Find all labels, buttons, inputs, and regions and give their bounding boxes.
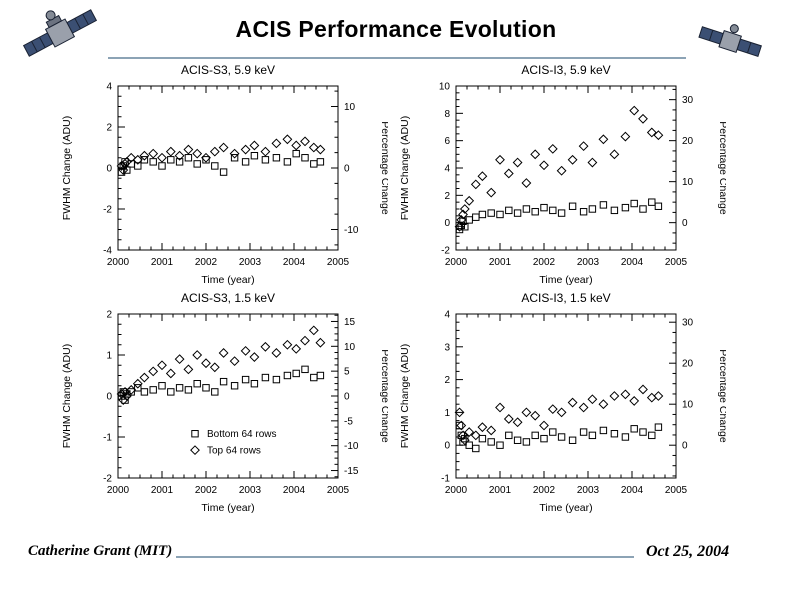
svg-text:20: 20 [682, 359, 694, 370]
svg-text:Top 64 rows: Top 64 rows [207, 446, 261, 457]
svg-text:ACIS-S3, 1.5 keV: ACIS-S3, 1.5 keV [181, 291, 275, 305]
svg-text:2: 2 [106, 310, 112, 321]
svg-text:10: 10 [344, 102, 356, 113]
chart-acis-i3-5.9kev: ACIS-I3, 5.9 keV 2000 2001 2002 2003 2004 2005… [376, 58, 729, 298]
svg-text:1: 1 [444, 408, 450, 419]
svg-text:20: 20 [682, 136, 694, 147]
svg-text:ACIS-I3, 5.9 keV: ACIS-I3, 5.9 keV [521, 63, 610, 77]
svg-text:FWHM Change (ADU): FWHM Change (ADU) [61, 116, 73, 220]
svg-text:3: 3 [444, 342, 450, 353]
satellite-icon [22, 9, 98, 57]
svg-text:0: 0 [682, 218, 688, 229]
satellite-icon [698, 24, 762, 57]
chart-acis-s3-1.5kev: ACIS-S3, 1.5 keV 2000 2001 2002 2003 2004 2005… [38, 286, 391, 526]
svg-text:-2: -2 [103, 474, 112, 485]
svg-text:2001: 2001 [151, 485, 174, 496]
satellite-icon-right [698, 16, 762, 73]
svg-text:2002: 2002 [195, 485, 218, 496]
svg-text:30: 30 [682, 95, 694, 106]
svg-text:0: 0 [444, 441, 450, 452]
svg-text:0: 0 [106, 164, 112, 175]
svg-text:2005: 2005 [665, 257, 688, 268]
svg-text:-10: -10 [344, 225, 359, 236]
svg-text:8: 8 [444, 109, 450, 120]
svg-text:2000: 2000 [445, 257, 468, 268]
svg-text:2: 2 [444, 191, 450, 202]
svg-text:ACIS-I3, 1.5 keV: ACIS-I3, 1.5 keV [521, 291, 610, 305]
svg-text:-10: -10 [344, 441, 359, 452]
svg-text:2005: 2005 [327, 485, 350, 496]
svg-text:2002: 2002 [195, 257, 218, 268]
svg-text:Time (year): Time (year) [539, 502, 592, 514]
svg-text:30: 30 [682, 318, 694, 329]
svg-text:ACIS-S3, 5.9 keV: ACIS-S3, 5.9 keV [181, 63, 275, 77]
svg-text:Time (year): Time (year) [539, 274, 592, 286]
chart-acis-i3-1.5kev: ACIS-I3, 1.5 keV 2000 2001 2002 2003 2004 2005… [376, 286, 729, 526]
svg-text:2003: 2003 [577, 485, 600, 496]
svg-text:2000: 2000 [107, 257, 130, 268]
svg-text:2005: 2005 [665, 485, 688, 496]
title-divider [108, 57, 686, 59]
svg-text:-2: -2 [441, 246, 450, 257]
footer-author: Catherine Grant (MIT) [28, 543, 173, 559]
svg-text:2004: 2004 [283, 257, 306, 268]
svg-text:Bottom 64 rows: Bottom 64 rows [207, 429, 276, 440]
svg-text:2001: 2001 [151, 257, 174, 268]
svg-text:-15: -15 [344, 466, 359, 477]
svg-text:1: 1 [106, 351, 112, 362]
svg-text:FWHM Change (ADU): FWHM Change (ADU) [399, 116, 411, 220]
svg-text:2: 2 [444, 375, 450, 386]
svg-text:2001: 2001 [489, 485, 512, 496]
svg-text:Percentage Change: Percentage Change [717, 121, 726, 215]
svg-text:10: 10 [439, 82, 451, 93]
svg-text:2000: 2000 [107, 485, 130, 496]
svg-text:Time (year): Time (year) [201, 502, 254, 514]
chart-acis-s3-5.9kev: ACIS-S3, 5.9 keV 2000 2001 2002 2003 2004 2005… [38, 58, 391, 298]
svg-text:-4: -4 [103, 246, 112, 257]
svg-text:2004: 2004 [283, 485, 306, 496]
svg-text:-2: -2 [103, 205, 112, 216]
svg-text:0: 0 [106, 392, 112, 403]
svg-text:4: 4 [444, 310, 450, 321]
svg-text:10: 10 [682, 400, 694, 411]
svg-text:0: 0 [344, 164, 350, 175]
svg-text:5: 5 [344, 367, 350, 378]
satellite-icon-left [20, 4, 100, 67]
svg-text:2002: 2002 [533, 485, 556, 496]
svg-text:2000: 2000 [445, 485, 468, 496]
svg-text:10: 10 [682, 177, 694, 188]
svg-text:-1: -1 [103, 433, 112, 444]
footer-divider [176, 556, 634, 558]
svg-text:2: 2 [106, 123, 112, 134]
svg-text:4: 4 [444, 164, 450, 175]
svg-text:0: 0 [682, 441, 688, 452]
svg-text:15: 15 [344, 317, 356, 328]
svg-text:-1: -1 [441, 474, 450, 485]
svg-text:2005: 2005 [327, 257, 350, 268]
svg-text:2003: 2003 [577, 257, 600, 268]
svg-text:Percentage Change: Percentage Change [717, 349, 726, 443]
svg-text:4: 4 [106, 82, 112, 93]
svg-text:2004: 2004 [621, 257, 644, 268]
svg-text:0: 0 [344, 392, 350, 403]
svg-text:2002: 2002 [533, 257, 556, 268]
svg-text:0: 0 [444, 218, 450, 229]
svg-text:2001: 2001 [489, 257, 512, 268]
svg-text:2003: 2003 [239, 257, 262, 268]
svg-text:FWHM Change (ADU): FWHM Change (ADU) [61, 344, 73, 448]
svg-text:6: 6 [444, 136, 450, 147]
svg-text:FWHM Change (ADU): FWHM Change (ADU) [399, 344, 411, 448]
svg-text:2003: 2003 [239, 485, 262, 496]
svg-text:10: 10 [344, 342, 356, 353]
footer-date: Oct 25, 2004 [646, 543, 730, 560]
svg-text:2004: 2004 [621, 485, 644, 496]
svg-text:-5: -5 [344, 416, 353, 427]
page-title: ACIS Performance Evolution [235, 16, 557, 42]
svg-text:Time (year): Time (year) [201, 274, 254, 286]
